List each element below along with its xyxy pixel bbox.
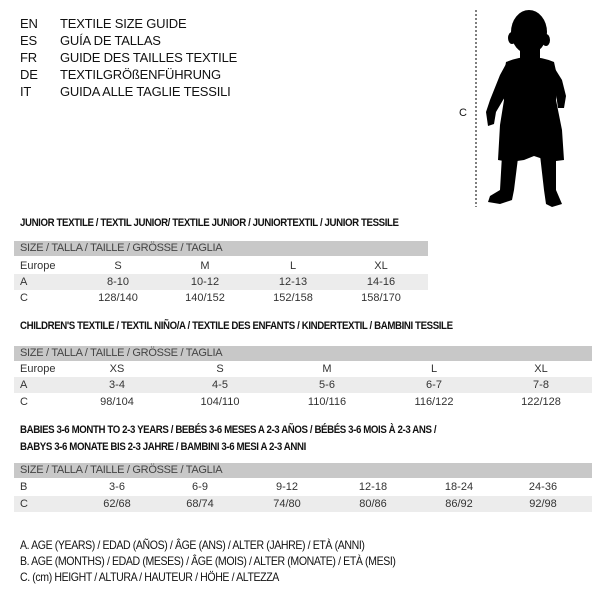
lang-code: FR <box>20 50 37 65</box>
table-cell: 140/152 <box>185 292 225 304</box>
junior-table-header: SIZE / TALLA / TAILLE / GRÖSSE / TAGLIA <box>14 241 428 256</box>
table-cell: 3-6 <box>109 481 125 493</box>
row-label: C <box>20 498 28 510</box>
table-cell: 9-12 <box>275 481 299 493</box>
table-cell: 14-16 <box>366 276 396 288</box>
table-cell: XL <box>534 363 548 375</box>
table-row: C 98/104 104/110 110/116 116/122 122/128 <box>14 394 592 410</box>
row-label: Europe <box>20 260 56 272</box>
table-cell: 3-4 <box>109 379 125 391</box>
children-table-header: SIZE / TALLA / TAILLE / GRÖSSE / TAGLIA <box>14 346 592 361</box>
table-cell: 18-24 <box>444 481 474 493</box>
table-cell: 158/170 <box>361 292 401 304</box>
lang-code: DE <box>20 67 38 82</box>
table-cell: S <box>114 260 122 272</box>
row-label: Europe <box>20 363 56 375</box>
table-cell: 128/140 <box>98 292 138 304</box>
table-cell: 6-7 <box>426 379 442 391</box>
height-measure-label: C <box>459 107 467 119</box>
table-row: A 8-10 10-12 12-13 14-16 <box>14 274 428 290</box>
table-cell: M <box>322 363 332 375</box>
lang-code: ES <box>20 33 37 48</box>
lang-title: TEXTILE SIZE GUIDE <box>60 16 187 31</box>
table-row: B 3-6 6-9 9-12 12-18 18-24 24-36 <box>14 479 592 495</box>
table-cell: 6-9 <box>192 481 208 493</box>
table-cell: M <box>200 260 210 272</box>
table-cell: 68/74 <box>186 498 214 510</box>
table-cell: 122/128 <box>521 396 561 408</box>
table-cell: L <box>289 260 297 272</box>
table-cell: 12-18 <box>358 481 388 493</box>
table-cell: 5-6 <box>319 379 335 391</box>
lang-title: GUIDE DES TAILLES TEXTILE <box>60 50 238 65</box>
table-cell: 92/98 <box>529 498 557 510</box>
row-label: C <box>20 396 28 408</box>
lang-code: EN <box>20 16 38 31</box>
table-cell: 86/92 <box>445 498 473 510</box>
legend-item-a: A. AGE (YEARS) / EDAD (AÑOS) / ÂGE (ANS)… <box>20 538 365 552</box>
table-row: A 3-4 4-5 5-6 6-7 7-8 <box>14 377 592 393</box>
table-cell: 104/110 <box>200 396 240 408</box>
legend-item-c: C. (cm) HEIGHT / ALTURA / HAUTEUR / HÖHE… <box>20 570 279 584</box>
table-row: C 128/140 140/152 152/158 158/170 <box>14 290 428 306</box>
row-label: A <box>20 276 28 288</box>
lang-title: GUÍA DE TALLAS <box>60 33 161 48</box>
babies-section-title-line2: BABYS 3-6 MONATE BIS 2-3 JAHRE / BAMBINI… <box>20 441 306 453</box>
row-label: C <box>20 292 28 304</box>
table-cell: 62/68 <box>103 498 131 510</box>
table-cell: XL <box>374 260 388 272</box>
table-cell: S <box>216 363 224 375</box>
table-cell: 7-8 <box>533 379 549 391</box>
lang-title: TEXTILGRÖßENFÜHRUNG <box>60 67 221 82</box>
table-cell: 74/80 <box>273 498 301 510</box>
babies-table-header: SIZE / TALLA / TAILLE / GRÖSSE / TAGLIA <box>14 463 592 478</box>
table-cell: 10-12 <box>190 276 220 288</box>
table-row: C 62/68 68/74 74/80 80/86 86/92 92/98 <box>14 496 592 512</box>
babies-section-title-line1: BABIES 3-6 MONTH TO 2-3 YEARS / BEBÉS 3-… <box>20 424 437 436</box>
table-row: Europe S M L XL <box>14 258 428 274</box>
table-cell: 80/86 <box>359 498 387 510</box>
children-section-title: CHILDREN'S TEXTILE / TEXTIL NIÑO/A / TEX… <box>20 320 453 332</box>
table-cell: 116/122 <box>414 396 454 408</box>
table-cell: 12-13 <box>278 276 308 288</box>
table-cell: 152/158 <box>273 292 313 304</box>
row-label: B <box>20 481 28 493</box>
child-silhouette-icon <box>475 10 566 207</box>
table-cell: XS <box>109 363 125 375</box>
lang-title: GUIDA ALLE TAGLIE TESSILI <box>60 84 231 99</box>
table-cell: 110/116 <box>307 396 347 408</box>
table-cell: 98/104 <box>100 396 134 408</box>
row-label: A <box>20 379 28 391</box>
table-row: Europe XS S M L XL <box>14 361 592 377</box>
legend-item-b: B. AGE (MONTHS) / EDAD (MESES) / ÂGE (MO… <box>20 554 396 568</box>
table-cell: 8-10 <box>106 276 130 288</box>
junior-section-title: JUNIOR TEXTILE / TEXTIL JUNIOR/ TEXTILE … <box>20 217 399 229</box>
table-cell: 4-5 <box>212 379 228 391</box>
table-cell: L <box>430 363 438 375</box>
table-cell: 24-36 <box>528 481 558 493</box>
lang-code: IT <box>20 84 32 99</box>
